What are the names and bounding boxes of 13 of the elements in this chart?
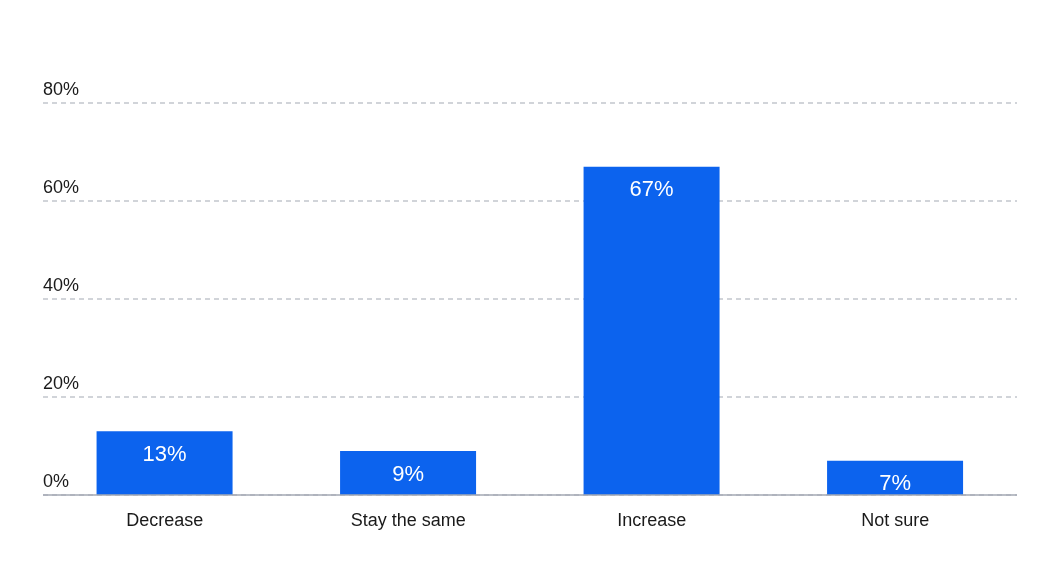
y-tick-label: 80% [43,79,80,99]
x-tick-label: Not sure [861,509,930,530]
y-tick-label: 20% [43,373,80,393]
y-tick-label: 0% [43,471,70,491]
x-tick-label: Stay the same [350,509,466,530]
x-tick-label: Increase [617,509,687,530]
y-tick-label: 60% [43,177,80,197]
data-label: 67% [629,176,674,202]
x-tick-label: Decrease [126,509,204,530]
y-tick-label: 40% [43,275,80,295]
data-label: 7% [879,470,911,496]
data-label: 9% [392,460,424,486]
data-label: 13% [142,440,187,466]
